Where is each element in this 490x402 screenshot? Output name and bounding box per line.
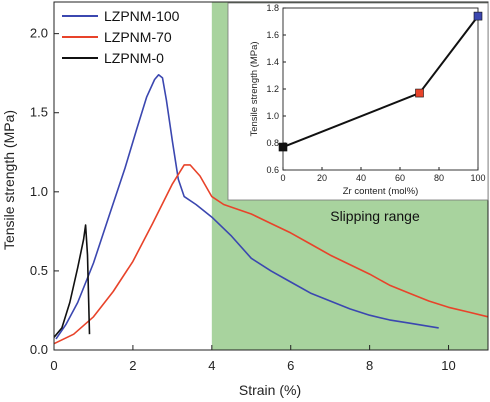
legend: LZPNM-100 LZPNM-70 LZPNM-0	[62, 8, 180, 66]
y-tick-label: 1.5	[30, 105, 48, 120]
inset-y-tick-label: 1.4	[266, 57, 279, 67]
x-axis-title: Strain (%)	[239, 382, 301, 398]
inset-y-tick-label: 0.6	[266, 165, 279, 175]
inset-background	[227, 2, 489, 201]
x-tick-label: 4	[208, 358, 215, 373]
inset-y-tick-label: 1.8	[266, 3, 279, 13]
x-tick-label: 10	[441, 358, 455, 373]
series-line-lzpnm-100	[55, 74, 439, 340]
series-line-lzpnm-70	[53, 164, 489, 345]
y-tick-label: 1.0	[30, 184, 48, 199]
y-tick-label: 0.0	[30, 342, 48, 357]
legend-label-lzpnm-100: LZPNM-100	[104, 8, 180, 24]
inset-chart: 0 20 40 60 80 100 0.6 0.8 1.0 1.2 1.4 1.6 1.8 Zr cont…	[227, 2, 489, 201]
x-tick-label: 8	[366, 358, 373, 373]
y-tick-label: 0.5	[30, 263, 48, 278]
inset-x-tick-label: 0	[280, 173, 285, 183]
inset-y-tick-label: 1.2	[266, 84, 279, 94]
inset-y-tick-label: 1.6	[266, 30, 279, 40]
y-tick-label: 2.0	[30, 26, 48, 41]
inset-y-axis-title: Tensile strength (MPa)	[249, 41, 260, 136]
x-tick-label: 2	[129, 358, 136, 373]
inset-point-marker	[473, 11, 483, 21]
inset-x-axis-title: Zr content (mol%)	[343, 186, 419, 197]
series-line-lzpnm-0	[53, 224, 91, 338]
main-axes: 0 2 4 6 8 10 0.0 0.5 1.0 1.5 2.0	[30, 1, 489, 373]
inset-x-tick-label: 20	[317, 173, 327, 183]
inset-y-tick-label: 1.0	[266, 111, 279, 121]
inset-y-tick-label: 0.8	[266, 138, 279, 148]
slipping-range-label: Slipping range	[330, 208, 420, 224]
inset-point-marker	[278, 142, 288, 152]
inset-x-tick-label: 60	[395, 173, 405, 183]
main-series-group	[53, 74, 489, 345]
x-tick-label: 6	[287, 358, 294, 373]
inset-x-tick-label: 40	[356, 173, 366, 183]
inset-x-tick-label: 80	[434, 173, 444, 183]
x-tick-label: 0	[50, 358, 57, 373]
legend-label-lzpnm-0: LZPNM-0	[104, 50, 164, 66]
inset-point-marker	[415, 88, 424, 98]
y-axis-title: Tensile strength (MPa)	[1, 110, 17, 250]
legend-label-lzpnm-70: LZPNM-70	[104, 29, 172, 45]
inset-x-tick-label: 100	[470, 173, 485, 183]
